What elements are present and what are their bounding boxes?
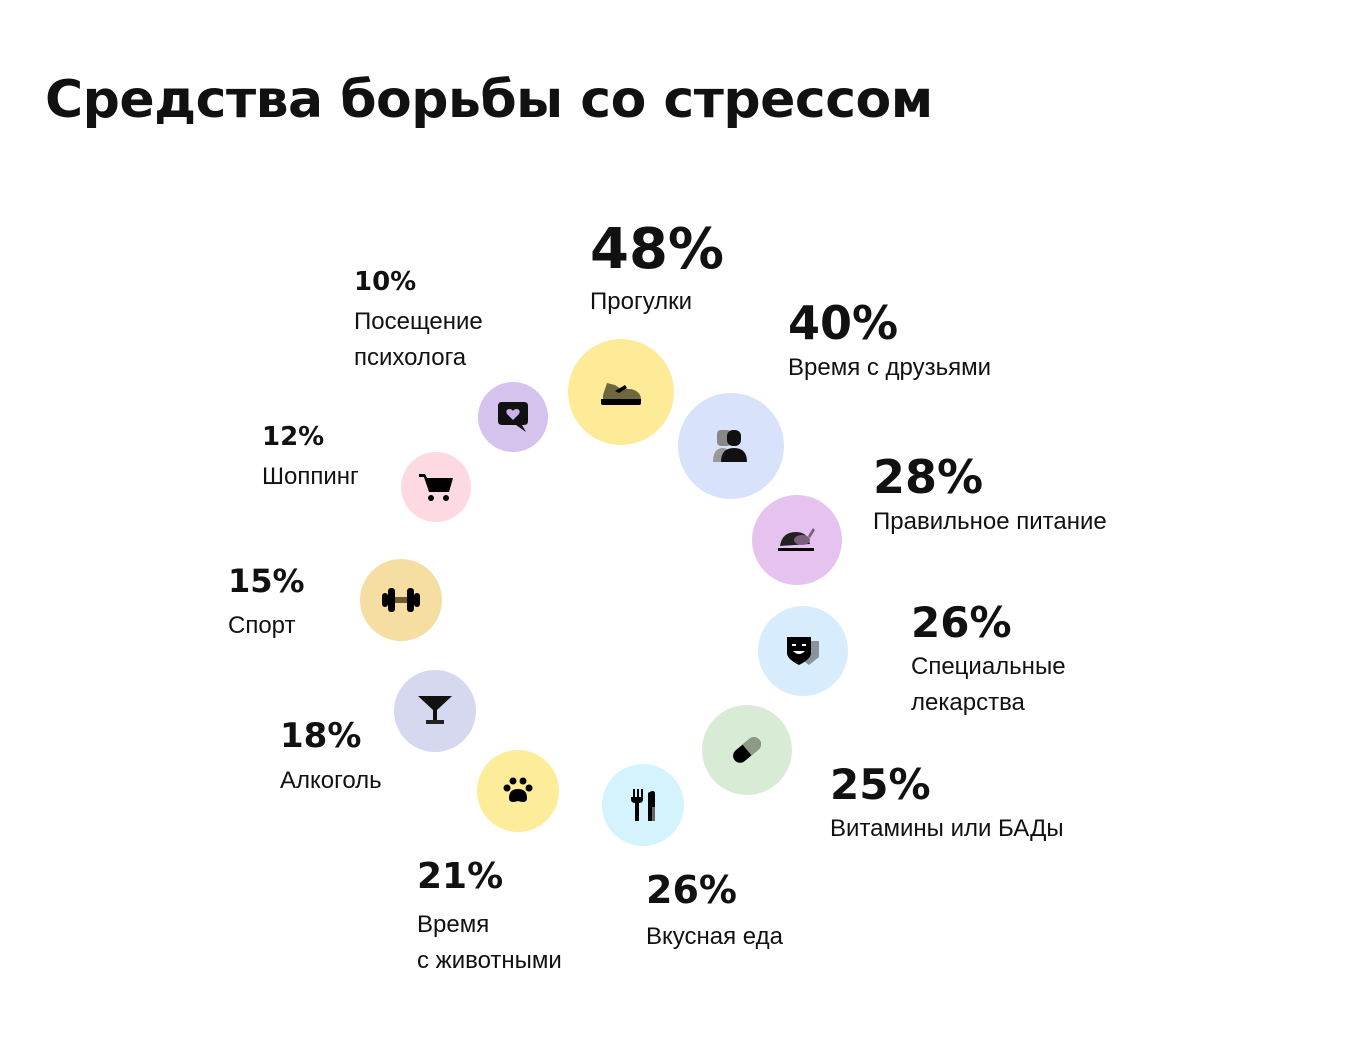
percent-value: 18% <box>280 716 362 756</box>
percent-value: 21% <box>417 856 504 897</box>
bubble-shopping-cart <box>401 452 471 522</box>
category-label: Алкоголь <box>280 767 382 794</box>
cocktail-glass-icon <box>418 696 452 726</box>
percent-value: 28% <box>873 450 984 504</box>
shopping-cart-icon <box>419 472 453 502</box>
percent-value: 26% <box>646 868 737 912</box>
pill-icon <box>729 732 765 768</box>
bubble-paw <box>477 750 559 832</box>
theater-masks-icon <box>785 635 821 667</box>
bubble-pill <box>702 705 792 795</box>
bubble-theater-masks <box>758 606 848 696</box>
bubble-sneaker <box>568 339 674 445</box>
bubble-fork-knife <box>602 764 684 846</box>
category-label: Посещение психолога <box>354 308 483 371</box>
percent-value: 26% <box>911 598 1012 647</box>
category-label: Специальные лекарства <box>911 653 1066 716</box>
heart-chat-icon <box>496 401 530 433</box>
bubble-dumbbell <box>360 559 442 641</box>
page-title: Средства борьбы со стрессом <box>45 70 933 130</box>
category-label: Спорт <box>228 612 296 639</box>
bubble-heart-chat <box>478 382 548 452</box>
category-label: Время с животными <box>417 911 562 974</box>
roast-chicken-icon <box>778 526 816 554</box>
category-label: Время с друзьями <box>788 354 992 381</box>
category-label: Вкусная еда <box>646 923 783 950</box>
category-label: Прогулки <box>590 288 693 315</box>
sneaker-icon <box>599 377 643 407</box>
percent-value: 12% <box>262 422 325 452</box>
bubble-people <box>678 393 784 499</box>
paw-icon <box>503 777 533 805</box>
category-label: Шоппинг <box>262 463 359 490</box>
people-icon <box>713 428 749 464</box>
fork-knife-icon <box>628 789 658 821</box>
percent-value: 15% <box>228 562 305 600</box>
category-label: Правильное питание <box>873 508 1107 535</box>
percent-value: 10% <box>354 267 417 297</box>
percent-value: 48% <box>590 217 725 282</box>
percent-value: 25% <box>830 760 931 809</box>
category-label: Витамины или БАДы <box>830 815 1064 842</box>
bubble-roast-chicken <box>752 495 842 585</box>
bubble-cocktail-glass <box>394 670 476 752</box>
percent-value: 40% <box>788 296 899 350</box>
dumbbell-icon <box>381 587 421 613</box>
